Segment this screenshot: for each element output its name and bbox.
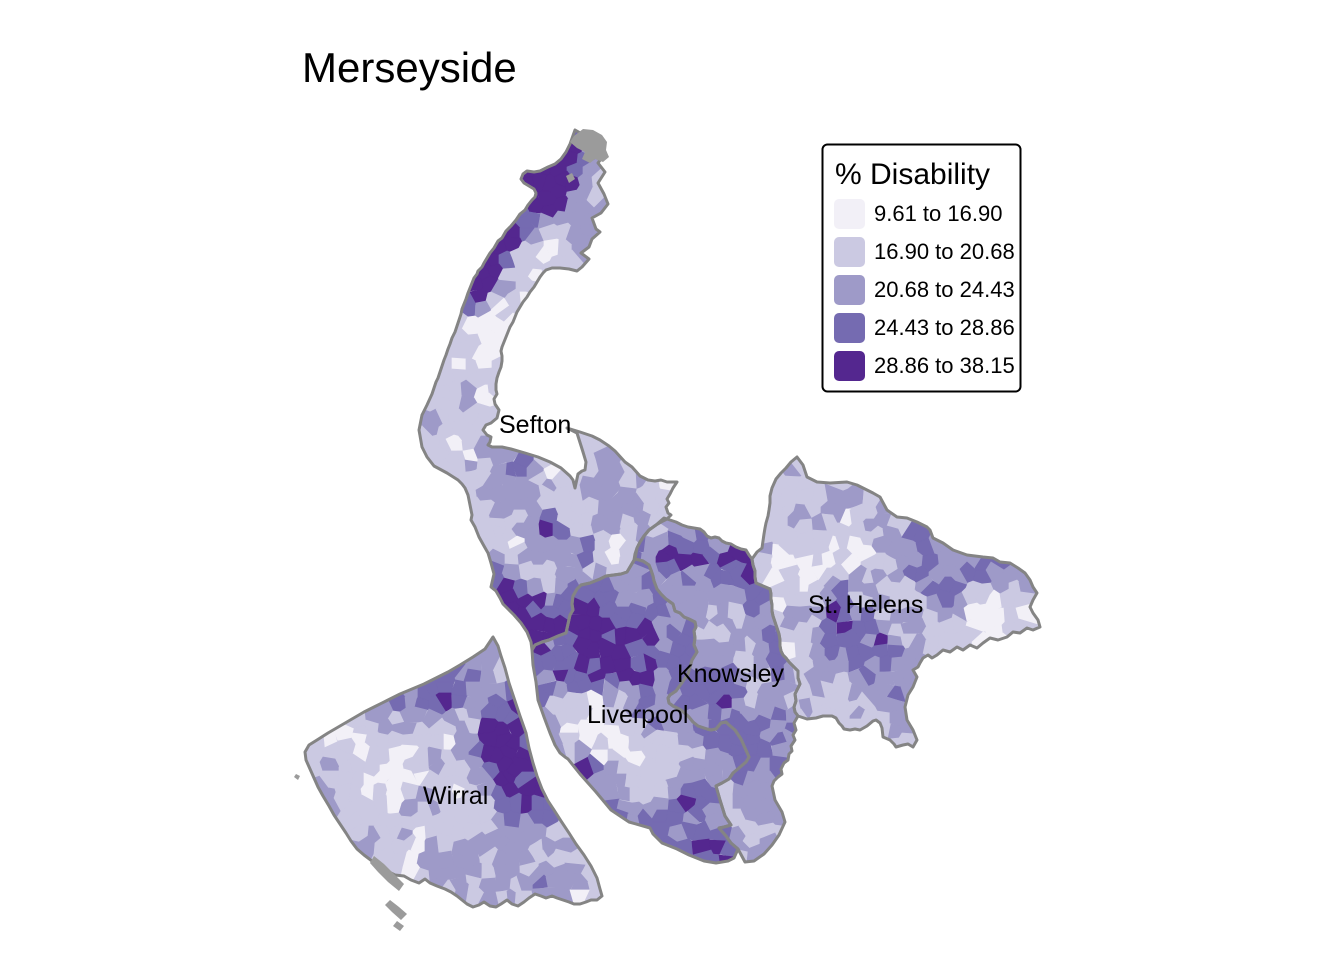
svg-text:Liverpool: Liverpool — [587, 701, 688, 729]
svg-text:Knowsley: Knowsley — [677, 660, 784, 688]
svg-text:24.43 to 28.86: 24.43 to 28.86 — [874, 315, 1015, 340]
svg-text:% Disability: % Disability — [835, 158, 990, 191]
svg-text:St. Helens: St. Helens — [808, 591, 923, 619]
svg-text:Sefton: Sefton — [499, 411, 571, 439]
svg-text:Wirral: Wirral — [423, 782, 488, 810]
svg-text:9.61 to 16.90: 9.61 to 16.90 — [874, 201, 1002, 226]
svg-text:16.90 to 20.68: 16.90 to 20.68 — [874, 239, 1015, 264]
svg-text:Merseyside: Merseyside — [302, 44, 517, 91]
svg-text:20.68 to 24.43: 20.68 to 24.43 — [874, 277, 1015, 302]
svg-text:28.86 to 38.15: 28.86 to 38.15 — [874, 353, 1015, 378]
